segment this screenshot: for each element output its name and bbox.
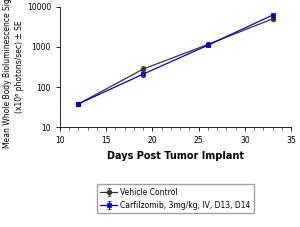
Y-axis label: Mean Whole Body Bioluminescence Signal
(x10⁶ photons/sec) ± SE: Mean Whole Body Bioluminescence Signal (…	[3, 0, 24, 148]
Legend: Vehicle Control, Carfilzomib, 3mg/kg, IV, D13, D14: Vehicle Control, Carfilzomib, 3mg/kg, IV…	[97, 184, 254, 213]
X-axis label: Days Post Tumor Implant: Days Post Tumor Implant	[107, 151, 244, 161]
